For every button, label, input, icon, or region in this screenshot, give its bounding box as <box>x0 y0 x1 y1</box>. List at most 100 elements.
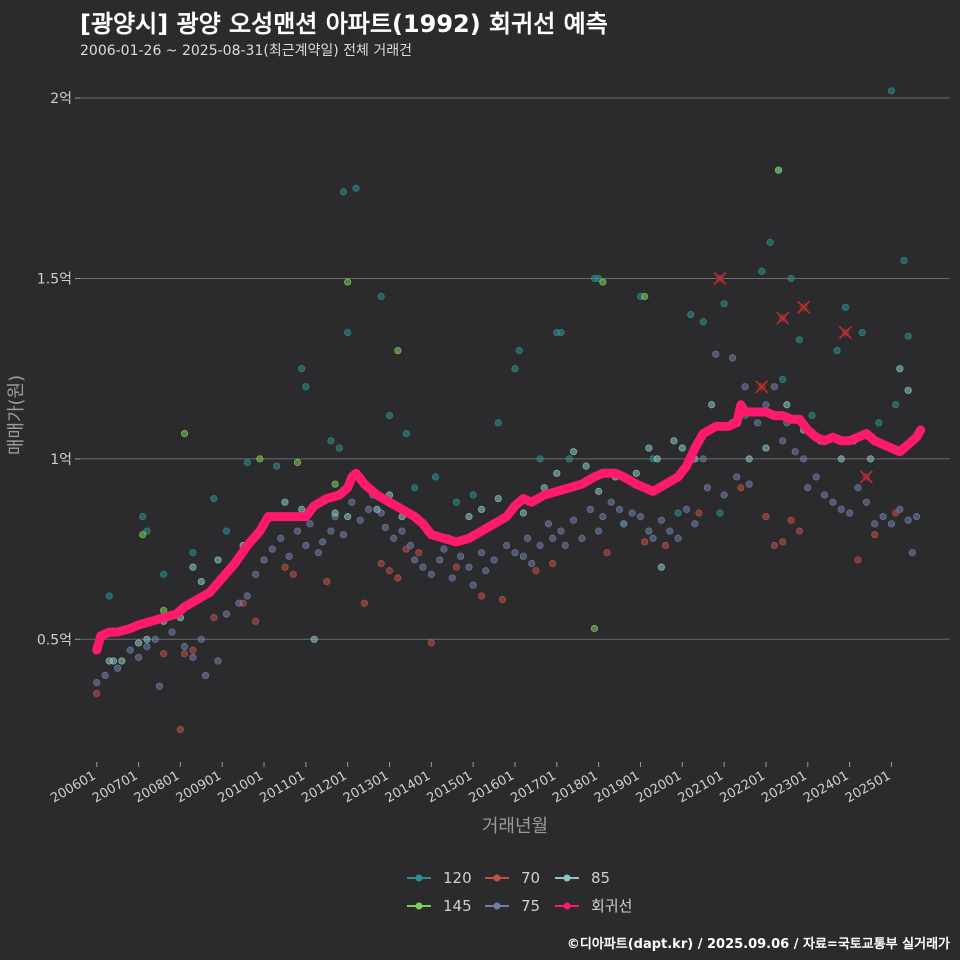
data-point-75 <box>519 552 527 560</box>
data-point-70 <box>180 650 189 658</box>
data-point-70 <box>549 559 557 568</box>
x-tick-label: 202201 <box>717 768 767 806</box>
outlier-x-mark <box>713 271 727 285</box>
data-point-120 <box>411 484 419 492</box>
x-axis-ticks: 2006012007012008012009012010012011012012… <box>48 762 893 806</box>
data-point-75 <box>674 534 682 542</box>
data-point-75 <box>365 505 373 514</box>
data-point-75 <box>912 513 921 521</box>
data-point-75 <box>448 574 456 582</box>
legend-label: 145 <box>443 897 472 915</box>
data-point-120 <box>674 509 682 517</box>
data-point-75 <box>252 570 260 578</box>
legend-label: 120 <box>443 869 472 887</box>
data-point-75 <box>201 671 210 679</box>
legend-key-dot <box>493 902 501 910</box>
data-point-75 <box>628 509 636 517</box>
x-tick-label: 201301 <box>341 768 391 806</box>
data-point-120 <box>716 509 724 517</box>
data-point-70 <box>477 592 486 600</box>
data-point-75 <box>189 653 197 661</box>
data-point-145 <box>599 278 607 286</box>
data-point-75 <box>419 563 427 571</box>
data-point-70 <box>871 531 879 539</box>
outlier-markers <box>713 271 873 484</box>
data-point-75 <box>779 437 787 445</box>
data-point-120 <box>565 455 573 463</box>
data-point-85 <box>745 455 753 463</box>
data-point-75 <box>268 545 277 553</box>
regression-line <box>92 400 926 655</box>
data-point-120 <box>687 310 695 319</box>
legend-label: 70 <box>521 869 540 887</box>
data-point-120 <box>352 184 360 192</box>
scatter-points <box>93 87 921 734</box>
data-point-85 <box>310 635 318 643</box>
data-point-85 <box>477 505 486 514</box>
x-axis-title: 거래년월 <box>482 816 548 837</box>
data-point-120 <box>402 430 410 438</box>
x-tick-label: 202401 <box>801 768 851 806</box>
data-point-85 <box>645 444 653 452</box>
y-axis-ticks: 0.5억 1억 1.5억 2억 <box>37 91 80 648</box>
data-point-120 <box>758 267 766 275</box>
x-tick-label: 201601 <box>467 768 517 806</box>
data-point-120 <box>494 419 502 427</box>
data-point-120 <box>536 455 544 463</box>
data-point-75 <box>411 556 419 564</box>
outlier-x-mark <box>859 470 873 484</box>
data-point-75 <box>699 455 707 463</box>
x-tick-label: 201201 <box>299 768 349 806</box>
data-point-120 <box>160 570 168 578</box>
data-point-75 <box>846 509 854 517</box>
data-point-70 <box>498 596 507 604</box>
data-point-70 <box>210 614 218 622</box>
data-point-120 <box>431 473 440 481</box>
data-point-75 <box>733 473 741 481</box>
data-point-75 <box>302 541 310 550</box>
x-tick-label: 200601 <box>48 768 98 806</box>
regression-line-group <box>92 400 926 655</box>
data-point-75 <box>381 523 389 532</box>
data-point-120 <box>298 365 306 373</box>
data-point-70 <box>323 577 331 586</box>
data-point-75 <box>93 679 101 687</box>
data-point-75 <box>645 527 653 535</box>
data-point-75 <box>469 581 477 589</box>
data-point-75 <box>904 516 912 524</box>
data-point-85 <box>281 498 289 506</box>
data-point-120 <box>887 87 896 95</box>
data-point-70 <box>795 527 804 535</box>
data-point-75 <box>348 498 356 506</box>
legend-label: 회귀선 <box>591 897 632 915</box>
data-point-75 <box>649 534 657 542</box>
x-tick-label: 201101 <box>257 768 307 806</box>
data-point-75 <box>615 505 624 514</box>
data-point-120 <box>272 462 281 470</box>
legend: 120 70 85 145 75 회귀선 <box>407 869 632 915</box>
data-point-75 <box>528 559 536 568</box>
data-point-75 <box>318 538 327 546</box>
data-point-75 <box>134 653 143 661</box>
data-point-120 <box>808 411 816 420</box>
data-point-75 <box>427 570 435 578</box>
data-point-75 <box>762 401 770 409</box>
data-point-120 <box>515 347 523 355</box>
data-point-85 <box>331 509 339 517</box>
data-point-85 <box>143 635 151 643</box>
data-point-85 <box>189 563 197 571</box>
data-point-75 <box>745 480 753 488</box>
data-point-75 <box>720 491 728 499</box>
data-point-120 <box>344 328 352 337</box>
data-point-145 <box>774 166 783 174</box>
outlier-x-mark <box>838 326 852 340</box>
x-tick-label: 202501 <box>843 768 893 806</box>
data-point-75 <box>599 513 607 521</box>
data-point-70 <box>452 563 461 571</box>
data-point-120 <box>339 188 348 196</box>
source-credit: ©디아파트(dapt.kr) / 2025.09.06 / 자료=국토교통부 실… <box>566 937 950 952</box>
data-point-85 <box>670 437 678 445</box>
data-point-75 <box>887 520 896 528</box>
data-point-70 <box>770 541 778 550</box>
chart-subtitle: 2006-01-26 ~ 2025-08-31(최근계약일) 전체 거래건 <box>80 43 412 59</box>
